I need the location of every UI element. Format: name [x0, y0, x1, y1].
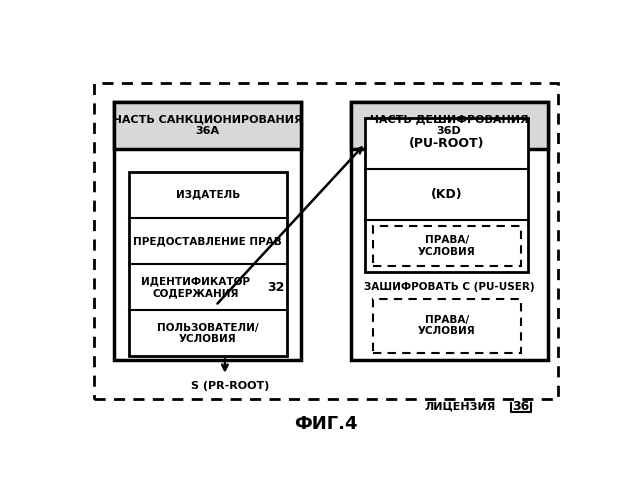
Text: (KD): (KD) — [431, 188, 462, 201]
Bar — [373, 298, 521, 352]
Bar — [94, 83, 558, 399]
Text: S (PR-ROOT): S (PR-ROOT) — [191, 382, 269, 392]
Text: ФИГ.4: ФИГ.4 — [294, 415, 357, 433]
Text: ЗАШИФРОВАТЬ С (PU-USER): ЗАШИФРОВАТЬ С (PU-USER) — [364, 282, 534, 292]
Text: ПОЛЬЗОВАТЕЛИ/
УСЛОВИЯ: ПОЛЬЗОВАТЕЛИ/ УСЛОВИЯ — [157, 322, 258, 344]
Text: ИДЕНТИФИКАТОР
СОДЕРЖАНИЯ: ИДЕНТИФИКАТОР СОДЕРЖАНИЯ — [141, 276, 250, 298]
Bar — [114, 102, 301, 148]
Bar — [350, 102, 548, 360]
Text: ИЗДАТЕЛЬ: ИЗДАТЕЛЬ — [176, 190, 240, 200]
Bar — [350, 102, 548, 148]
Bar — [114, 102, 301, 360]
Bar — [128, 172, 287, 356]
Text: ЛИЦЕНЗИЯ: ЛИЦЕНЗИЯ — [425, 402, 496, 411]
Text: ПРЕДОСТАВЛЕНИЕ ПРАВ: ПРЕДОСТАВЛЕНИЕ ПРАВ — [134, 236, 282, 246]
Text: ЧАСТЬ САНКЦИОНИРОВАНИЯ
36A: ЧАСТЬ САНКЦИОНИРОВАНИЯ 36A — [113, 114, 302, 136]
Text: 36: 36 — [512, 400, 529, 413]
Bar — [365, 118, 528, 272]
Text: ПРАВА/
УСЛОВИЯ: ПРАВА/ УСЛОВИЯ — [418, 236, 476, 257]
Text: (PU-ROOT): (PU-ROOT) — [409, 137, 485, 150]
Text: 32: 32 — [267, 280, 284, 293]
Text: ЧАСТЬ ДЕШИФРОВАНИЯ
36D: ЧАСТЬ ДЕШИФРОВАНИЯ 36D — [370, 114, 529, 136]
Text: ПРАВА/
УСЛОВИЯ: ПРАВА/ УСЛОВИЯ — [418, 315, 476, 336]
Bar — [373, 226, 521, 266]
